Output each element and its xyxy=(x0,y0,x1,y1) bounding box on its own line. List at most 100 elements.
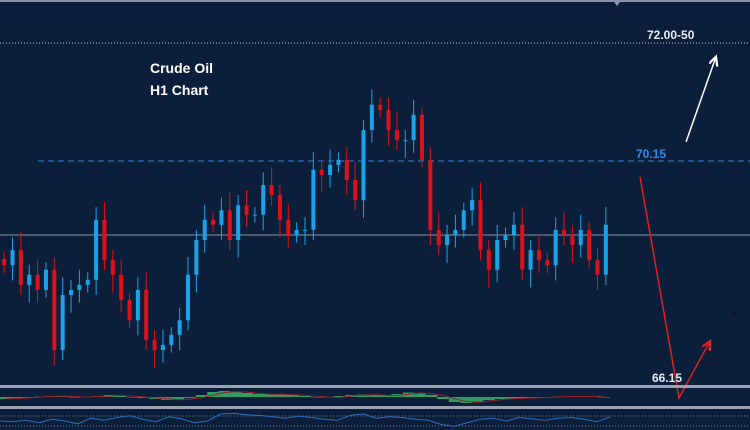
chart-title: Crude Oil xyxy=(150,60,214,76)
macd-histogram-bar xyxy=(57,396,70,397)
candle-body xyxy=(102,219,107,261)
macd-histogram-bar xyxy=(23,397,35,398)
candle-body xyxy=(169,334,174,345)
macd-histogram-bar xyxy=(241,393,254,397)
candle-body xyxy=(194,240,199,275)
candle-body xyxy=(77,284,82,290)
candle-body xyxy=(186,274,191,321)
macd-histogram-bar xyxy=(172,397,185,400)
candle-body xyxy=(277,195,282,220)
macd-histogram-bar xyxy=(460,397,472,403)
macd-histogram-bar xyxy=(115,396,127,397)
candle-body xyxy=(486,250,491,270)
candle-body xyxy=(319,169,324,175)
macd-histogram-bar xyxy=(437,397,449,399)
macd-histogram-bar xyxy=(448,397,461,402)
candle-body xyxy=(236,205,241,240)
macd-histogram-bar xyxy=(253,394,265,397)
candle-body xyxy=(428,159,433,230)
candle-body xyxy=(344,159,349,180)
candle-body xyxy=(520,224,525,270)
candle-body xyxy=(419,114,424,160)
candle-body xyxy=(411,114,416,141)
candle-body xyxy=(503,234,508,240)
scroll-marker-icon[interactable] xyxy=(614,2,620,6)
macd-histogram-bar xyxy=(483,397,495,400)
macd-histogram-bar xyxy=(471,397,484,402)
macd-histogram-bar xyxy=(414,393,426,397)
candle-body xyxy=(403,140,408,142)
chart-dot xyxy=(733,312,735,314)
candle-body xyxy=(353,179,358,201)
candle-body xyxy=(587,229,592,261)
candle-body xyxy=(562,229,567,235)
candle-body xyxy=(35,274,40,290)
candle-body xyxy=(152,339,157,350)
candle-body xyxy=(261,185,266,215)
candle-body xyxy=(160,344,165,350)
macd-histogram-bar xyxy=(506,397,518,399)
candle-body xyxy=(94,219,99,280)
candle-body xyxy=(603,224,608,275)
macd-histogram-bar xyxy=(356,394,369,397)
candle-body xyxy=(52,269,57,350)
candle-body xyxy=(311,169,316,230)
panel-separator[interactable] xyxy=(0,385,750,388)
candle-body xyxy=(511,224,516,235)
candle-body xyxy=(528,250,533,270)
oscillator-line xyxy=(0,412,611,427)
candle-body xyxy=(18,250,23,285)
level-label-72: 72.00-50 xyxy=(647,28,695,42)
candle-body xyxy=(536,250,541,261)
candle-body xyxy=(386,109,391,131)
candle-body xyxy=(119,274,124,301)
candle-body xyxy=(553,229,558,266)
macd-signal-line xyxy=(5,391,605,403)
candle-body xyxy=(294,229,299,235)
macd-histogram-bar xyxy=(69,397,81,398)
candle-body xyxy=(110,260,115,275)
candle-body xyxy=(470,200,475,211)
top-border xyxy=(0,0,750,2)
panel-separator[interactable] xyxy=(0,406,750,409)
candle-body xyxy=(252,214,257,216)
macd-histogram-bar xyxy=(0,397,12,399)
macd-histogram-bar xyxy=(230,391,242,397)
candle-body xyxy=(69,289,74,295)
macd-histogram-bar xyxy=(11,397,24,398)
candle-body xyxy=(135,289,140,321)
candle-body xyxy=(545,260,550,266)
macd-histogram-bar xyxy=(184,397,196,398)
level-label-66-15: 66.15 xyxy=(652,371,683,385)
macd-histogram-bar xyxy=(126,397,139,398)
macd-histogram-bar xyxy=(494,397,507,399)
candle-body xyxy=(269,185,274,196)
candle-body xyxy=(219,210,224,225)
candle-body xyxy=(394,130,399,141)
candle-body xyxy=(85,279,90,285)
macd-histogram-bar xyxy=(379,395,392,397)
candle-body xyxy=(478,200,483,251)
macd-histogram-bar xyxy=(264,394,277,397)
candle-body xyxy=(436,229,441,246)
candle-body xyxy=(60,294,65,350)
candle-body xyxy=(595,260,600,275)
candle-body xyxy=(336,159,341,165)
macd-histogram-bar xyxy=(425,395,438,397)
candle-body xyxy=(303,229,307,231)
candle-body xyxy=(144,289,149,340)
macd-histogram-bar xyxy=(529,397,541,398)
macd-histogram-bar xyxy=(287,395,300,397)
macd-histogram-bar xyxy=(195,395,208,397)
candle-body xyxy=(453,229,458,235)
bearish-projection-arrow xyxy=(639,176,710,401)
macd-histogram-bar xyxy=(333,396,346,397)
candle-body xyxy=(211,219,216,225)
candle-body xyxy=(445,234,450,246)
candle-body xyxy=(378,104,383,110)
macd-histogram-bar xyxy=(368,395,380,397)
candle-body xyxy=(461,210,466,230)
candle-body xyxy=(127,300,132,321)
